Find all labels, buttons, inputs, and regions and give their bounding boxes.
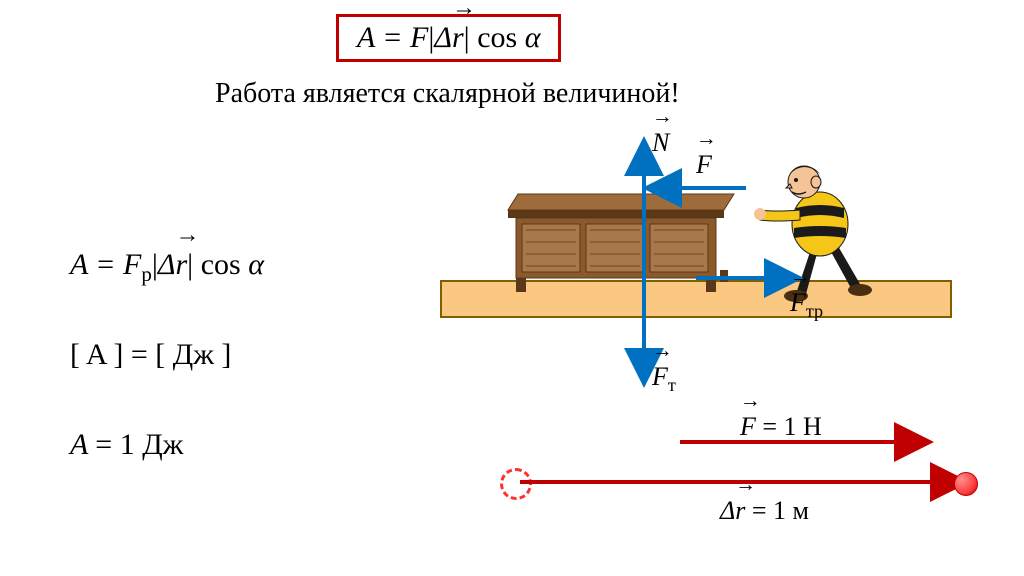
- formula-units: [ A ] = [ Дж ]: [70, 338, 231, 372]
- formula-one-joule: A = 1 Дж: [70, 428, 183, 462]
- label-N: →N: [652, 128, 669, 158]
- subtitle: Работа является скалярной величиной!: [215, 78, 680, 110]
- force-diagram: →N →F →Fт →Fтр: [440, 130, 980, 400]
- end-position-marker: [954, 472, 978, 496]
- main-formula-box: A = F|Δ→r| cos α: [336, 14, 561, 62]
- label-F-1N: →F = 1 Н: [740, 412, 822, 442]
- label-Ft: →Fт: [652, 362, 676, 396]
- label-dr-1m: Δ→r = 1 м: [720, 496, 809, 526]
- formula-text: A = F|Δ→r| cos α: [357, 21, 540, 54]
- label-Ftr: →Fтр: [790, 288, 823, 322]
- formula-work-resultant: A = Fр|Δ→r| cos α: [70, 248, 264, 287]
- displacement-diagram: →F = 1 Н Δ→r = 1 м: [500, 420, 1000, 550]
- label-F: →F: [696, 150, 712, 180]
